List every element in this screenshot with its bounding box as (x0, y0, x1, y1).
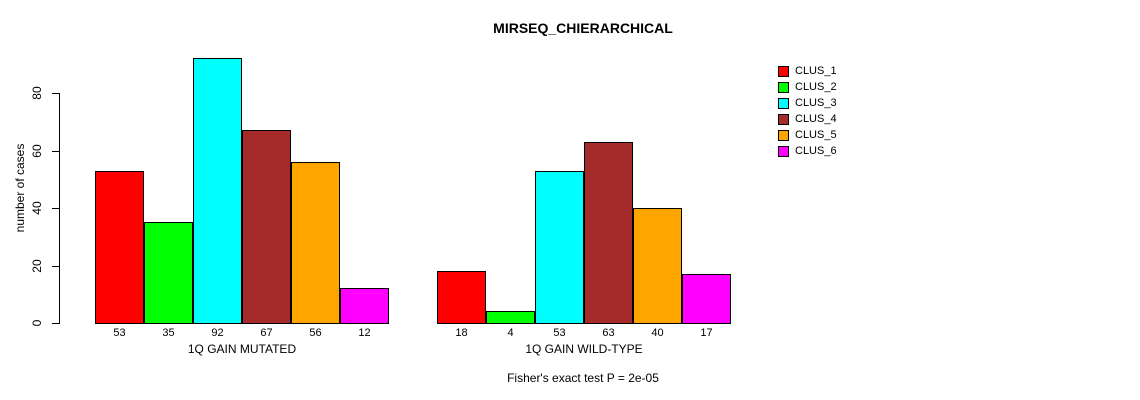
bar (340, 288, 389, 324)
bar (584, 142, 633, 324)
y-axis-tick (52, 266, 59, 267)
legend-swatch (778, 97, 789, 109)
bar-value-label: 17 (700, 327, 713, 339)
footnote: Fisher's exact test P = 2e-05 (507, 371, 659, 385)
legend-swatch (778, 65, 789, 77)
bar (535, 171, 584, 324)
bar-value-label: 53 (553, 327, 566, 339)
legend-item: CLUS_5 (778, 127, 837, 143)
x-axis-group-label: 1Q GAIN MUTATED (187, 342, 297, 356)
bar-value-label: 53 (113, 327, 126, 339)
y-axis-tick-label: 80 (30, 86, 44, 100)
bar (95, 171, 144, 324)
bar-value-label: 12 (358, 327, 371, 339)
bar-value-label: 40 (651, 327, 664, 339)
chart-title: MIRSEQ_CHIERARCHICAL (493, 20, 673, 36)
legend-swatch (778, 81, 789, 93)
legend-item: CLUS_1 (778, 63, 837, 79)
legend-label: CLUS_6 (795, 145, 837, 157)
y-axis-tick (52, 323, 59, 324)
bar (633, 208, 682, 324)
y-axis-tick (52, 151, 59, 152)
bar (486, 311, 535, 324)
legend-label: CLUS_4 (795, 113, 837, 125)
bar-value-label: 56 (309, 327, 322, 339)
y-axis-tick-label: 60 (30, 144, 44, 158)
bar-value-label: 67 (260, 327, 273, 339)
y-axis-tick-label: 20 (30, 259, 44, 273)
legend-swatch (778, 145, 789, 157)
legend-label: CLUS_3 (795, 97, 837, 109)
bar-value-label: 18 (455, 327, 468, 339)
legend-label: CLUS_2 (795, 81, 837, 93)
legend: CLUS_1 CLUS_2 CLUS_3 CLUS_4 CLUS_5 CLUS_6 (778, 63, 837, 159)
bar-value-label: 4 (507, 327, 514, 339)
y-axis-tick (52, 208, 59, 209)
y-axis-tick (52, 93, 59, 94)
bar (291, 162, 340, 324)
bar-value-label: 92 (211, 327, 224, 339)
x-axis-group-label: 1Q GAIN WILD-TYPE (525, 342, 643, 356)
bar-value-label: 63 (602, 327, 615, 339)
legend-swatch (778, 129, 789, 141)
legend-item: CLUS_2 (778, 79, 837, 95)
legend-swatch (778, 113, 789, 125)
bar (144, 222, 193, 324)
legend-item: CLUS_3 (778, 95, 837, 111)
bar (242, 130, 291, 324)
bar-value-label: 35 (162, 327, 175, 339)
y-axis-line (59, 93, 60, 324)
y-axis-tick-label: 40 (30, 201, 44, 215)
legend-label: CLUS_1 (795, 65, 837, 77)
legend-label: CLUS_5 (795, 129, 837, 141)
y-axis-tick-label: 0 (30, 319, 44, 327)
legend-item: CLUS_6 (778, 143, 837, 159)
bar (193, 58, 242, 324)
y-axis-title: number of cases (13, 143, 27, 233)
bar (682, 274, 731, 324)
bar (437, 271, 486, 324)
legend-item: CLUS_4 (778, 111, 837, 127)
